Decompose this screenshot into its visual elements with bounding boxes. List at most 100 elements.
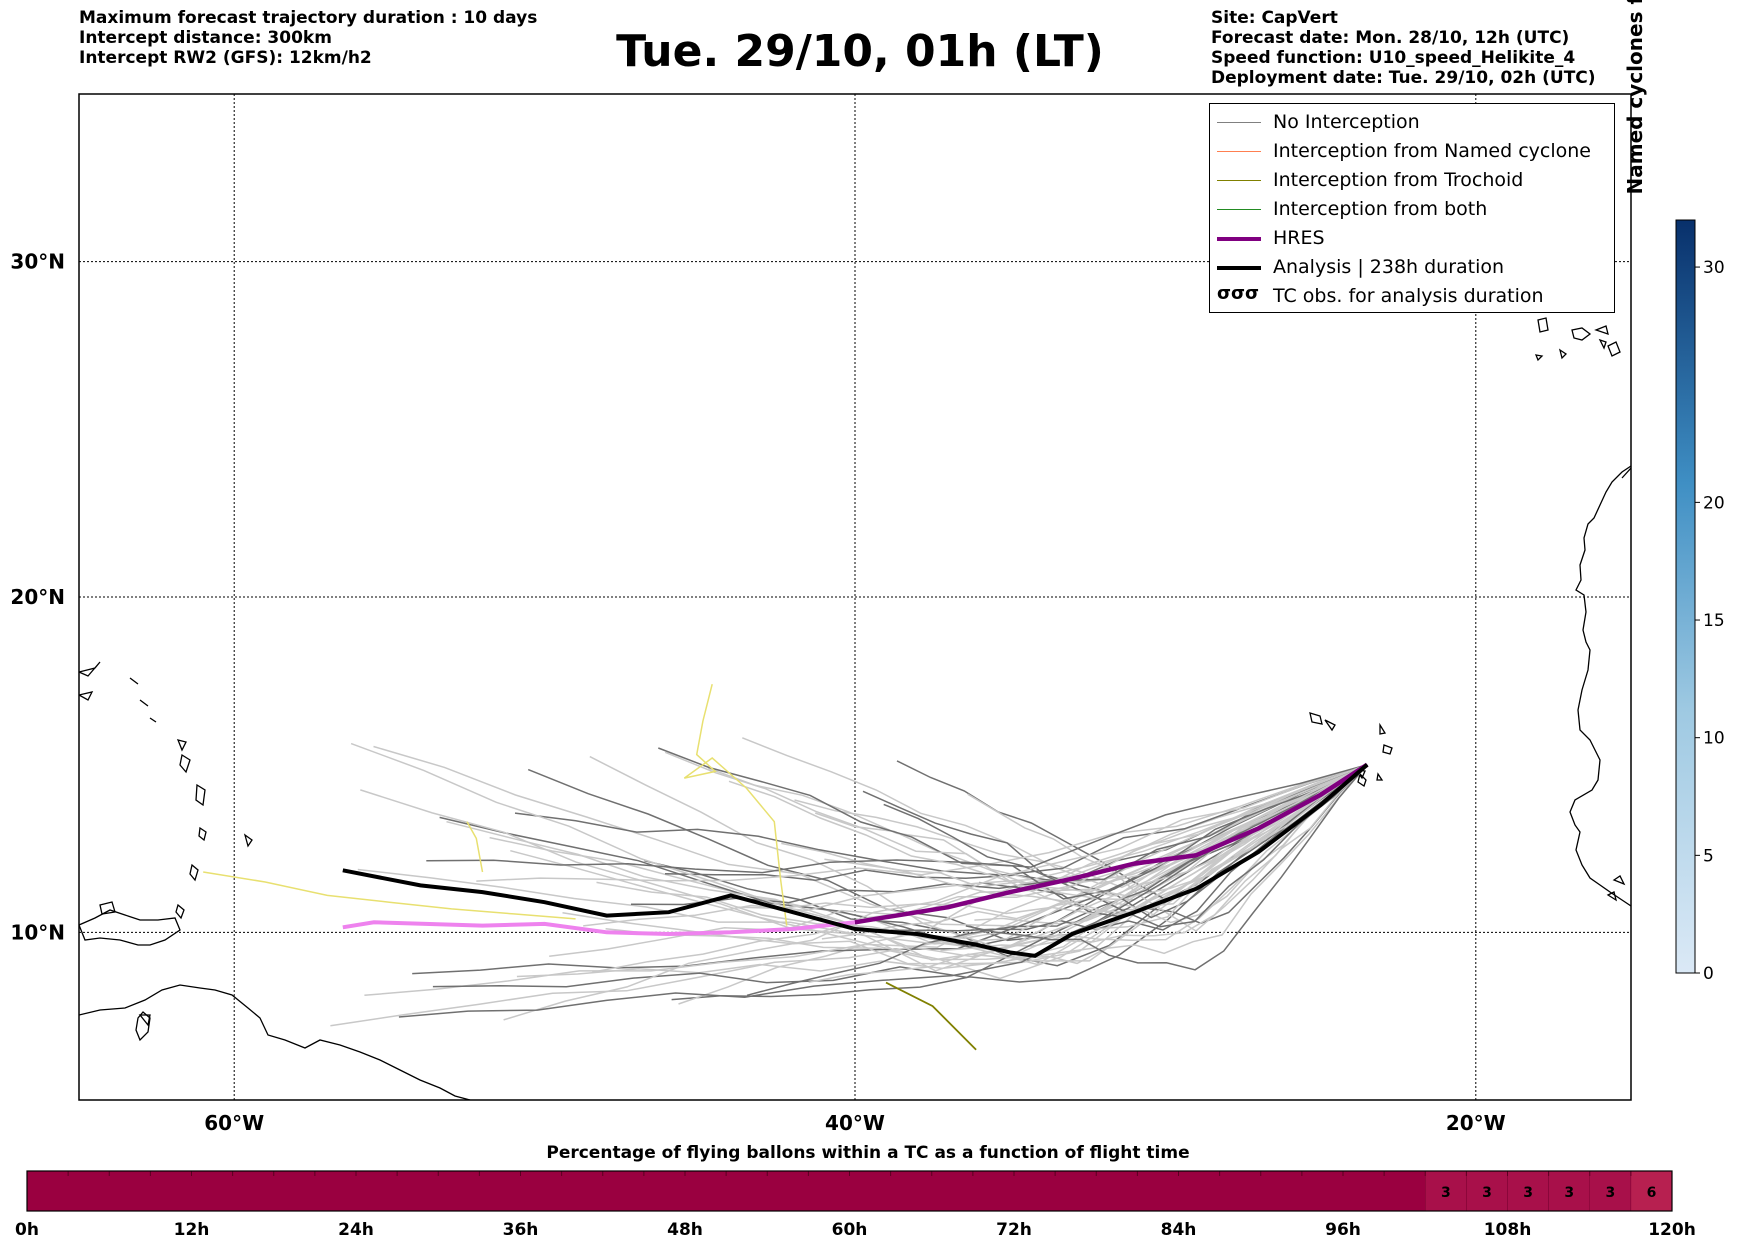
- legend-entry: Interception from both: [1210, 195, 1614, 224]
- named-cyclone-track: [203, 871, 576, 920]
- legend-entry: No Interception: [1210, 108, 1614, 137]
- ensemble-track: [781, 764, 1368, 916]
- coast-africa-islands: [1606, 875, 1626, 902]
- header-speed-function: Speed function: U10_speed_Helikite_4: [1211, 48, 1576, 68]
- colorbar-tick-label: 20: [1703, 493, 1725, 513]
- legend-entry: σσσ TC obs. for analysis duration: [1210, 282, 1614, 311]
- timeline-tick-label: 12h: [174, 1220, 210, 1240]
- coast-island-small-west-2: [138, 1014, 151, 1027]
- header-right: Site: CapVert Forecast date: Mon. 28/10,…: [1211, 8, 1596, 88]
- coast-cape-verde-6: [1357, 772, 1367, 788]
- timeline-tick-label: 96h: [1325, 1220, 1361, 1240]
- coast-lesser-antilles-7: [243, 833, 253, 848]
- named-cyclone-track: [683, 684, 788, 926]
- legend-label: HRES: [1273, 227, 1325, 249]
- colorbar-gradient: [1675, 219, 1696, 974]
- legend-label: Interception from both: [1273, 198, 1488, 220]
- coast-canaries-4: [1558, 348, 1568, 360]
- coast-lesser-antilles-6: [176, 739, 187, 752]
- coast-lesser-antilles-1: [179, 753, 191, 774]
- header-site: Site: CapVert: [1211, 8, 1338, 28]
- ensemble-track: [514, 763, 1368, 876]
- ensemble-track: [794, 764, 1368, 889]
- legend-line-swatch: [1217, 151, 1261, 153]
- timeline-tick-label: 108h: [1484, 1220, 1532, 1240]
- timeline-cell: [1548, 1170, 1590, 1212]
- lon-tick-label: 40°W: [825, 1111, 885, 1135]
- coast-canaries-5: [1534, 354, 1544, 362]
- header-left: Maximum forecast trajectory duration : 1…: [79, 8, 537, 68]
- legend-label: Analysis | 238h duration: [1273, 256, 1505, 278]
- header-duration: Maximum forecast trajectory duration : 1…: [79, 8, 538, 28]
- coast-cape-verde-2: [1324, 719, 1336, 732]
- analysis-track: [342, 763, 1369, 958]
- timeline-frame: [26, 1170, 1673, 1212]
- coast-canaries-6: [1607, 341, 1621, 357]
- lon-tick-label: 60°W: [204, 1111, 264, 1135]
- legend-label: TC obs. for analysis duration: [1273, 285, 1544, 307]
- timeline-tick-label: 72h: [996, 1220, 1032, 1240]
- legend-line-swatch: [1217, 266, 1261, 270]
- coast-lesser-antilles-5: [175, 903, 185, 920]
- trochoid-track: [885, 981, 977, 1051]
- coast-cape-verde-3: [1379, 722, 1387, 735]
- timeline-tick-label: 0h: [15, 1220, 39, 1240]
- header-deployment-date: Deployment date: Tue. 29/10, 02h (UTC): [1211, 68, 1596, 88]
- lat-tick-label: 20°N: [10, 585, 65, 609]
- timeline-tick-label: 120h: [1648, 1220, 1696, 1240]
- timeline-tick-label: 84h: [1161, 1220, 1197, 1240]
- colorbar-tick-label: 30: [1703, 258, 1725, 278]
- map-legend: No Interception Interception from Named c…: [1209, 103, 1615, 313]
- legend-label: Interception from Trochoid: [1273, 169, 1524, 191]
- ensemble-track: [967, 764, 1368, 932]
- timeline-title: Percentage of flying ballons within a TC…: [546, 1143, 1189, 1163]
- timeline-tick-label: 24h: [338, 1220, 374, 1240]
- legend-line-swatch: [1217, 122, 1261, 124]
- timeline-bar: 3 3 3 3 3 60h 12h 24h 36h 48h 60h 72h 84h 96h 108h 120h: [15, 1170, 1696, 1240]
- timeline-tick-label: 36h: [503, 1220, 539, 1240]
- hres-extended-track: [342, 920, 856, 937]
- coast-cape-verde-1: [1309, 712, 1323, 725]
- colorbar-title: Named cyclones forecast - Number of GEFS…: [1620, 0, 1650, 320]
- colorbar-tick-label: 10: [1703, 729, 1725, 749]
- hres-track: [854, 762, 1369, 925]
- timeline-tick-label: 48h: [667, 1220, 703, 1240]
- map-axis-labels: 60°W 40°W 20°W 30°N 20°N 10°N: [10, 250, 1505, 1135]
- coast-canaries-1: [1537, 317, 1549, 333]
- timeline-background: [27, 1171, 1672, 1211]
- coast-canaries-7: [1594, 325, 1609, 335]
- main-title: Tue. 29/10, 01h (LT): [616, 26, 1104, 77]
- timeline-cell-value: 3: [1564, 1185, 1574, 1201]
- timeline-cell-value: 3: [1605, 1185, 1615, 1201]
- ensemble-track: [330, 764, 1368, 1027]
- coast-lesser-antilles-2: [195, 783, 206, 807]
- timeline-cell-value: 3: [1441, 1185, 1451, 1201]
- coast-cape-verde-4: [1382, 744, 1393, 755]
- coast-lesser-antilles-3: [198, 826, 207, 842]
- colorbar-tick-label: 5: [1703, 846, 1714, 866]
- ensemble-track: [426, 763, 1368, 874]
- header-intercept-distance: Intercept distance: 300km: [79, 28, 332, 48]
- ensemble-track: [592, 763, 1368, 973]
- coast-cape-verde-7: [1376, 772, 1384, 781]
- named-cyclone-track: [466, 821, 484, 873]
- coast-islands-north: [79, 661, 157, 723]
- legend-label: Interception from Named cyclone: [1273, 140, 1591, 162]
- ensemble-track: [728, 764, 1368, 914]
- colorbar: 0 5 10 15 20 30: [1675, 219, 1725, 984]
- legend-entry: Interception from Named cyclone: [1210, 137, 1614, 166]
- coast-canaries-3: [1598, 338, 1607, 350]
- ensemble-tracks: [330, 737, 1368, 1027]
- legend-entry: Interception from Trochoid: [1210, 166, 1614, 195]
- ensemble-track: [671, 764, 1368, 1001]
- colorbar-title-wrap: Named cyclones forecast - Number of GEFS…: [1620, 0, 1650, 320]
- legend-entry: HRES: [1210, 224, 1614, 253]
- coast-north-africa: [1621, 467, 1631, 479]
- coast-south-america: [79, 984, 471, 1100]
- legend-line-swatch: [1217, 209, 1261, 211]
- colorbar-tick-label: 0: [1703, 964, 1714, 984]
- map-frame: [78, 93, 1632, 1101]
- lat-tick-label: 30°N: [10, 250, 65, 274]
- ensemble-track: [503, 763, 1368, 1021]
- coastlines: [79, 317, 1631, 1100]
